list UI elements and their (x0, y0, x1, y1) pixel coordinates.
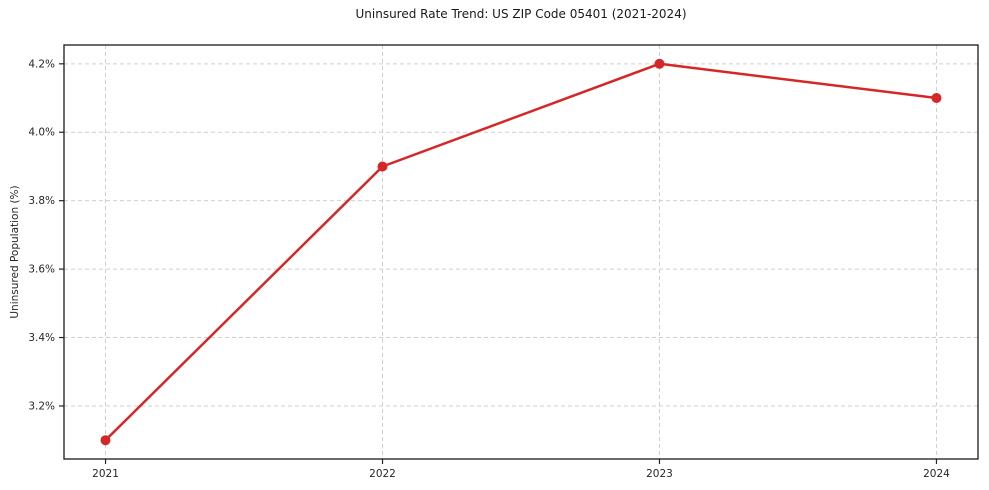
x-tick-label: 2023 (646, 468, 673, 480)
y-tick-label: 3.8% (28, 195, 55, 207)
y-tick-label: 4.2% (28, 58, 55, 70)
trend-line (104, 62, 938, 442)
data-point-marker (931, 93, 942, 103)
data-point-marker (654, 58, 665, 69)
x-tick-label: 2024 (923, 468, 950, 480)
data-point-marker (100, 435, 111, 446)
y-tick-label: 3.6% (28, 264, 55, 276)
data-point-marker (377, 161, 388, 172)
y-tick-label: 4.0% (28, 127, 55, 139)
chart-title: Uninsured Rate Trend: US ZIP Code 05401 … (355, 7, 687, 21)
x-tick-label: 2022 (369, 468, 396, 480)
x-tick-label: 2021 (92, 468, 119, 480)
y-tick-label: 3.4% (28, 332, 55, 344)
plot-border (63, 44, 979, 460)
y-tick-label: 3.2% (28, 400, 55, 412)
